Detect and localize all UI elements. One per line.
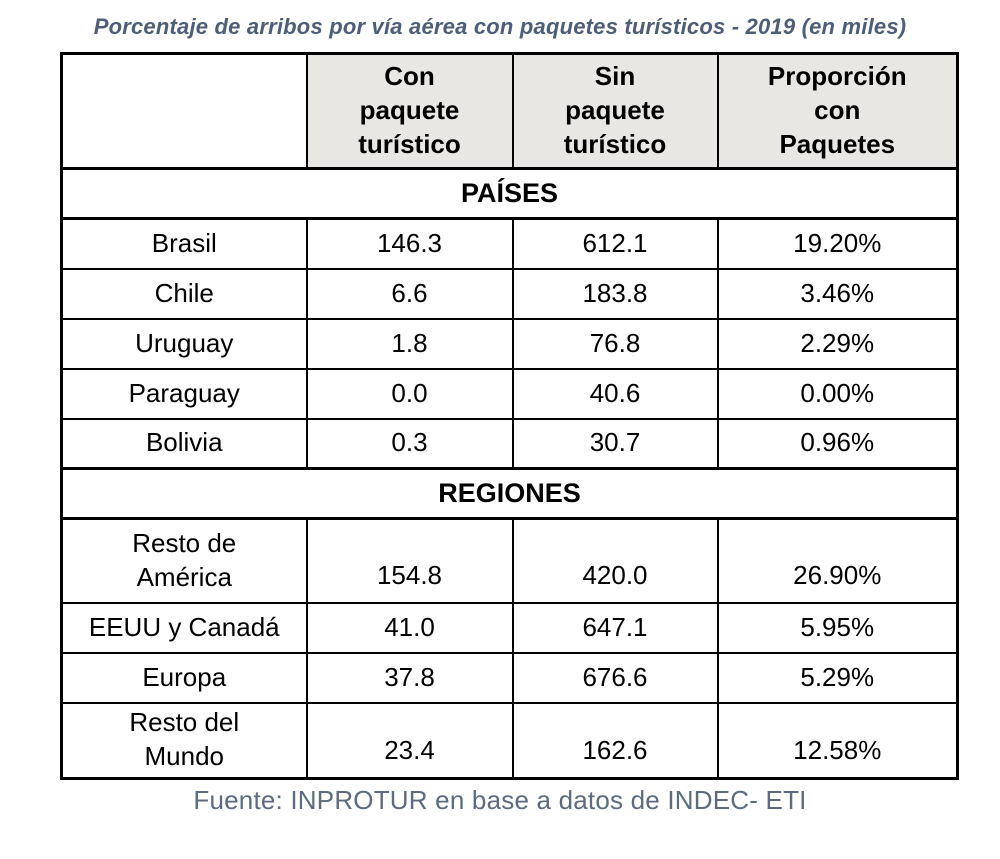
- table-row-brasil: Brasil 146.3 612.1 19.20%: [60, 217, 959, 270]
- table-row-eeuu-y-canada: EEUU y Canadá 41.0 647.1 5.95%: [60, 601, 959, 654]
- header-row: Con paquete turístico Sin paquete turíst…: [60, 52, 959, 170]
- section-header-regiones: REGIONES: [60, 467, 959, 520]
- table-row-resto-del-mundo: Resto del Mundo 23.4 162.6 12.58%: [60, 701, 959, 780]
- cell-con: 37.8: [305, 651, 514, 704]
- cell-con: 0.3: [305, 417, 514, 470]
- row-label: Resto del Mundo: [60, 701, 308, 780]
- cell-prop: 0.00%: [716, 367, 959, 420]
- cell-prop: 26.90%: [716, 517, 959, 604]
- table-row-uruguay: Uruguay 1.8 76.8 2.29%: [60, 317, 959, 370]
- cell-sin: 647.1: [511, 601, 719, 654]
- row-label: Uruguay: [60, 317, 308, 370]
- page-title: Porcentaje de arribos por vía aérea con …: [93, 14, 907, 39]
- column-header-proporcion: Proporción con Paquetes: [716, 52, 959, 170]
- cell-sin: 183.8: [511, 267, 719, 320]
- table-row-europa: Europa 37.8 676.6 5.29%: [60, 651, 959, 704]
- table-row-paraguay: Paraguay 0.0 40.6 0.00%: [60, 367, 959, 420]
- cell-sin: 612.1: [511, 217, 719, 270]
- row-label: Paraguay: [60, 367, 308, 420]
- cell-prop: 2.29%: [716, 317, 959, 370]
- row-label: Brasil: [60, 217, 308, 270]
- section-header-paises: PAÍSES: [60, 167, 959, 220]
- cell-prop: 12.58%: [716, 701, 959, 780]
- cell-con: 1.8: [305, 317, 514, 370]
- cell-con: 154.8: [305, 517, 514, 604]
- column-header-sin-paquete: Sin paquete turístico: [511, 52, 719, 170]
- row-label: Chile: [60, 267, 308, 320]
- cell-sin: 162.6: [511, 701, 719, 780]
- table-header: Con paquete turístico Sin paquete turíst…: [60, 52, 959, 170]
- cell-sin: 30.7: [511, 417, 719, 470]
- cell-prop: 19.20%: [716, 217, 959, 270]
- cell-sin: 40.6: [511, 367, 719, 420]
- corner-cell: [60, 52, 308, 170]
- source-caption: Fuente: INPROTUR en base a datos de INDE…: [193, 785, 807, 815]
- row-label: Bolivia: [60, 417, 308, 470]
- cell-prop: 0.96%: [716, 417, 959, 470]
- row-label: Europa: [60, 651, 308, 704]
- cell-con: 23.4: [305, 701, 514, 780]
- cell-sin: 676.6: [511, 651, 719, 704]
- cell-prop: 5.29%: [716, 651, 959, 704]
- cell-con: 6.6: [305, 267, 514, 320]
- row-label: EEUU y Canadá: [60, 601, 308, 654]
- cell-con: 41.0: [305, 601, 514, 654]
- section-row-regiones: REGIONES: [60, 467, 959, 520]
- cell-prop: 3.46%: [716, 267, 959, 320]
- arrivals-table: Con paquete turístico Sin paquete turíst…: [60, 52, 959, 780]
- cell-sin: 76.8: [511, 317, 719, 370]
- column-header-con-paquete: Con paquete turístico: [305, 52, 514, 170]
- section-row-paises: PAÍSES: [60, 167, 959, 220]
- row-label: Resto de América: [60, 517, 308, 604]
- cell-con: 146.3: [305, 217, 514, 270]
- cell-sin: 420.0: [511, 517, 719, 604]
- cell-con: 0.0: [305, 367, 514, 420]
- table-body: PAÍSES Brasil 146.3 612.1 19.20% Chile 6…: [60, 167, 959, 780]
- cell-prop: 5.95%: [716, 601, 959, 654]
- table-row-bolivia: Bolivia 0.3 30.7 0.96%: [60, 417, 959, 470]
- table-row-resto-de-america: Resto de América 154.8 420.0 26.90%: [60, 517, 959, 604]
- table-row-chile: Chile 6.6 183.8 3.46%: [60, 267, 959, 320]
